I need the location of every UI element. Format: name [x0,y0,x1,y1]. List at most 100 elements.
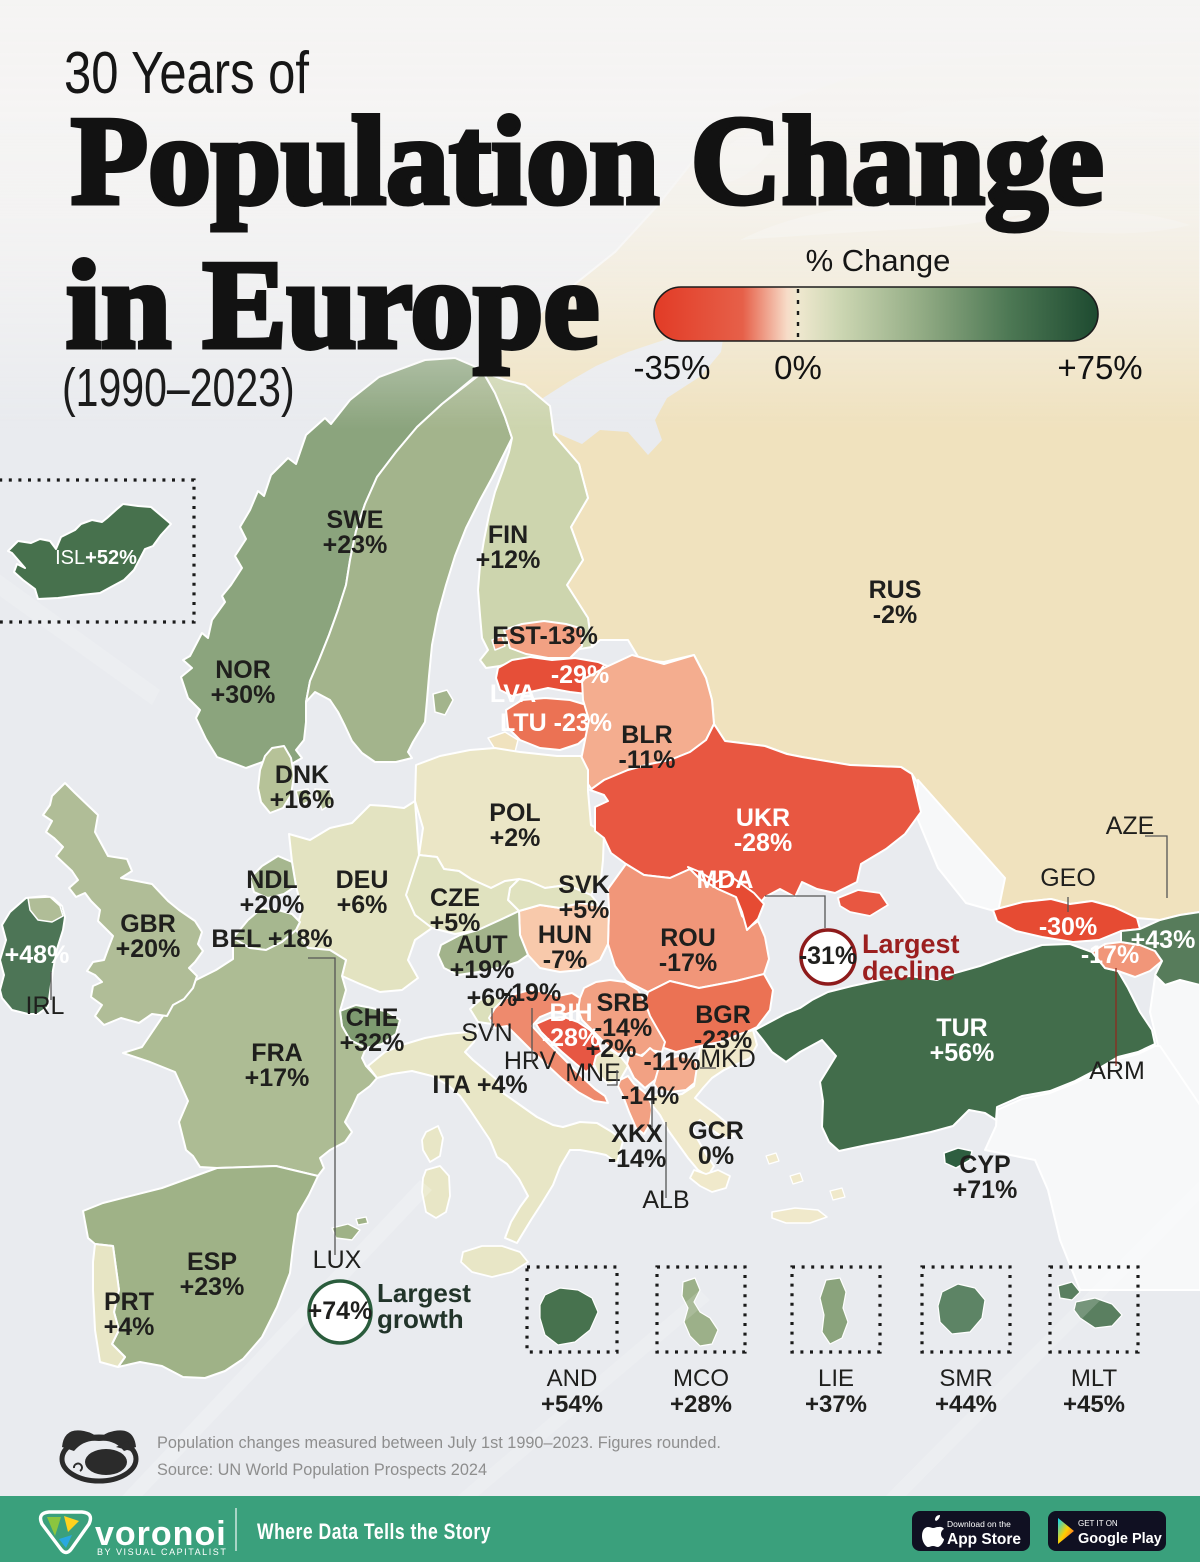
svg-text:AND: AND [547,1365,598,1392]
svg-text:in Europe: in Europe [66,236,599,375]
svg-text:+17%: +17% [245,1064,310,1092]
svg-text:-17%: -17% [1081,941,1139,969]
svg-text:% Change: % Change [806,243,951,278]
svg-text:+74%: +74% [308,1297,373,1325]
svg-text:Google Play: Google Play [1078,1531,1162,1547]
svg-text:MCO: MCO [673,1365,729,1392]
svg-text:GCR: GCR [688,1117,744,1145]
svg-text:+28%: +28% [670,1391,732,1418]
svg-text:ESP: ESP [187,1248,237,1276]
svg-text:+20%: +20% [240,891,305,919]
svg-text:MKD: MKD [700,1045,756,1073]
svg-text:LVA: LVA [490,680,536,708]
svg-text:+23%: +23% [323,531,388,559]
svg-text:MLT: MLT [1071,1365,1118,1392]
svg-text:SRB: SRB [597,989,650,1017]
svg-text:+2%: +2% [490,824,541,852]
svg-text:CYP: CYP [959,1151,1010,1179]
svg-text:GET IT ON: GET IT ON [1078,1519,1118,1528]
svg-text:+54%: +54% [541,1391,603,1418]
svg-text:-14%: -14% [621,1082,679,1110]
svg-text:+44%: +44% [935,1391,997,1418]
svg-text:GEO: GEO [1040,864,1096,892]
svg-text:Source: UN World Population Pr: Source: UN World Population Prospects 20… [157,1461,487,1479]
svg-text:+19%: +19% [450,956,515,984]
svg-text:UKR: UKR [736,804,790,832]
svg-text:AUT: AUT [456,931,507,959]
svg-text:AZE: AZE [1106,812,1155,840]
svg-text:+48%: +48% [5,941,70,969]
svg-text:-11%: -11% [619,746,676,774]
svg-text:0%: 0% [774,349,822,386]
svg-text:-11%: -11% [644,1048,701,1076]
svg-text:FRA: FRA [251,1039,302,1067]
svg-text:-2%: -2% [873,601,917,629]
svg-text:DNK: DNK [275,761,329,789]
svg-text:+56%: +56% [930,1039,995,1067]
svg-text:ARM: ARM [1089,1057,1145,1085]
svg-text:-31%: -31% [799,942,857,970]
svg-text:PRT: PRT [104,1288,154,1316]
svg-text:LUX: LUX [313,1246,362,1274]
svg-text:EST-13%: EST-13% [492,622,598,650]
svg-text:DEU: DEU [336,866,389,894]
svg-text:+16%: +16% [270,786,335,814]
svg-text:BY VISUAL CAPITALIST: BY VISUAL CAPITALIST [97,1547,227,1557]
svg-text:Download on the: Download on the [947,1519,1011,1529]
svg-text:POL: POL [489,799,540,827]
svg-text:Largest: Largest [377,1278,471,1308]
svg-text:NDL: NDL [246,866,297,894]
svg-text:-29%: -29% [551,661,609,689]
svg-text:+37%: +37% [805,1391,867,1418]
svg-text:LIE: LIE [818,1365,854,1392]
svg-text:ITA +4%: ITA +4% [432,1071,527,1099]
svg-text:Largest: Largest [862,929,960,959]
svg-text:-17%: -17% [659,949,717,977]
svg-text:LTU -23%: LTU -23% [500,709,612,737]
svg-text:IRL: IRL [26,992,65,1020]
svg-text:+23%: +23% [180,1273,245,1301]
svg-text:GBR: GBR [120,910,176,938]
svg-text:Population Change: Population Change [71,92,1104,231]
svg-text:HUN: HUN [538,921,592,949]
svg-text:MDA: MDA [697,866,754,894]
svg-text:SWE: SWE [327,506,384,534]
svg-text:+6%: +6% [467,984,518,1012]
svg-text:-35%: -35% [633,349,710,386]
svg-text:BGR: BGR [695,1001,751,1029]
svg-text:30 Years of: 30 Years of [64,41,310,106]
svg-text:+43%: +43% [1131,926,1196,954]
svg-text:SVN: SVN [461,1019,512,1047]
svg-text:HRV: HRV [504,1047,557,1075]
svg-text:+75%: +75% [1057,349,1142,386]
svg-text:ROU: ROU [660,924,716,952]
svg-text:-28%: -28% [734,829,792,857]
svg-text:RUS: RUS [869,576,922,604]
svg-text:+32%: +32% [340,1029,405,1057]
svg-text:-14%: -14% [608,1145,666,1173]
svg-text:FIN: FIN [488,521,528,549]
svg-text:CZE: CZE [430,884,480,912]
svg-text:TUR: TUR [936,1014,987,1042]
svg-text:-30%: -30% [1039,913,1097,941]
svg-text:NOR: NOR [215,656,271,684]
svg-text:-14%: -14% [594,1014,652,1042]
svg-text:growth: growth [377,1304,464,1334]
svg-text:Population changes measured be: Population changes measured between July… [157,1434,721,1452]
svg-text:+6%: +6% [337,891,388,919]
svg-text:SVK: SVK [558,871,609,899]
svg-text:decline: decline [862,956,955,986]
svg-text:MNE: MNE [565,1059,621,1087]
svg-text:+5%: +5% [559,896,610,924]
svg-text:SMR: SMR [939,1365,992,1392]
svg-text:+30%: +30% [211,681,276,709]
svg-text:CHE: CHE [346,1004,399,1032]
svg-text:-23%: -23% [694,1026,752,1054]
svg-text:+2%: +2% [586,1035,637,1063]
svg-text:0%: 0% [698,1142,734,1170]
svg-text:Where Data Tells the Story: Where Data Tells the Story [257,1520,491,1544]
svg-text:BEL +18%: BEL +18% [211,925,332,953]
svg-text:BLR: BLR [621,721,672,749]
svg-text:XKX: XKX [611,1120,663,1148]
svg-text:(1990–2023): (1990–2023) [62,359,295,419]
